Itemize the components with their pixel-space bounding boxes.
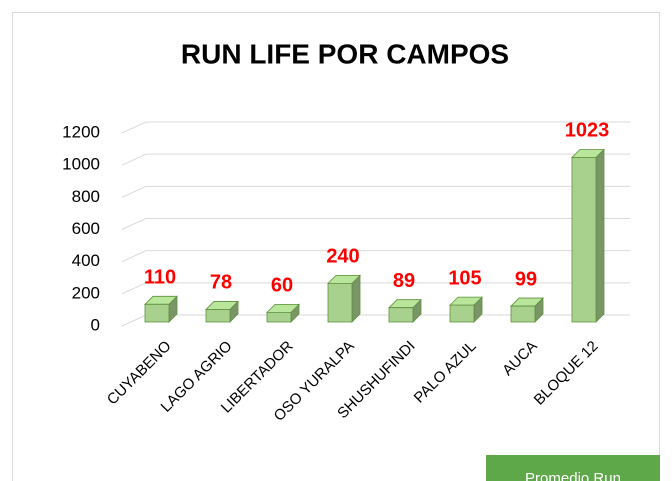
data-label: 89	[393, 270, 415, 292]
data-label: 105	[448, 267, 481, 289]
grid-line	[121, 153, 630, 166]
grid-line	[121, 121, 630, 134]
bar-front	[327, 283, 353, 323]
y-tick-label: 1200	[62, 122, 100, 141]
bar-front	[388, 307, 414, 323]
bar	[144, 295, 178, 323]
button-bg	[486, 455, 660, 481]
grid-line	[121, 218, 630, 230]
y-tick-label: 0	[91, 315, 100, 334]
y-tick-label: 600	[72, 219, 100, 238]
overlay-button[interactable]: Promedio Run	[486, 455, 660, 481]
y-tick-label: 200	[72, 283, 100, 302]
data-label: 110	[144, 267, 176, 289]
chart-title: RUN LIFE POR CAMPOS	[181, 38, 509, 69]
data-label: 1023	[565, 120, 610, 142]
bar-front	[510, 305, 536, 323]
data-label: 240	[326, 246, 359, 268]
grid-line	[121, 282, 630, 295]
y-tick-label: 400	[72, 251, 100, 270]
bar-front	[571, 157, 597, 323]
y-tick-label: 1000	[62, 155, 100, 174]
bar	[571, 148, 605, 323]
data-label: 78	[210, 272, 232, 294]
chart-frame	[12, 12, 660, 481]
bar	[388, 298, 422, 323]
bar	[449, 296, 483, 323]
bar-front	[144, 303, 170, 323]
bar-front	[266, 311, 292, 323]
bar-front	[205, 309, 231, 323]
bar	[327, 274, 361, 323]
data-label: 60	[271, 275, 293, 297]
grid-line	[121, 250, 630, 263]
data-label: 99	[515, 268, 537, 290]
bar	[266, 303, 300, 323]
grid-line	[121, 185, 630, 198]
bar	[510, 297, 544, 323]
bar	[205, 300, 239, 323]
y-tick-label: 800	[72, 187, 100, 206]
bar-front	[449, 304, 475, 323]
bar-side	[595, 148, 605, 323]
button-label[interactable]: Promedio Run	[525, 470, 621, 481]
